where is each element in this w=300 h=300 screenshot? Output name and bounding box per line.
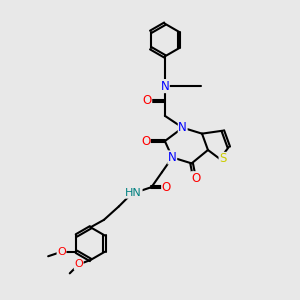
Text: N: N <box>168 151 177 164</box>
Text: N: N <box>160 80 169 93</box>
Text: O: O <box>74 260 83 269</box>
Text: O: O <box>191 172 201 185</box>
Text: S: S <box>219 152 226 165</box>
Text: N: N <box>178 121 187 134</box>
Text: O: O <box>57 247 66 257</box>
Text: O: O <box>141 135 150 148</box>
Text: HN: HN <box>125 188 142 198</box>
Text: O: O <box>142 94 152 107</box>
Text: O: O <box>162 181 171 194</box>
